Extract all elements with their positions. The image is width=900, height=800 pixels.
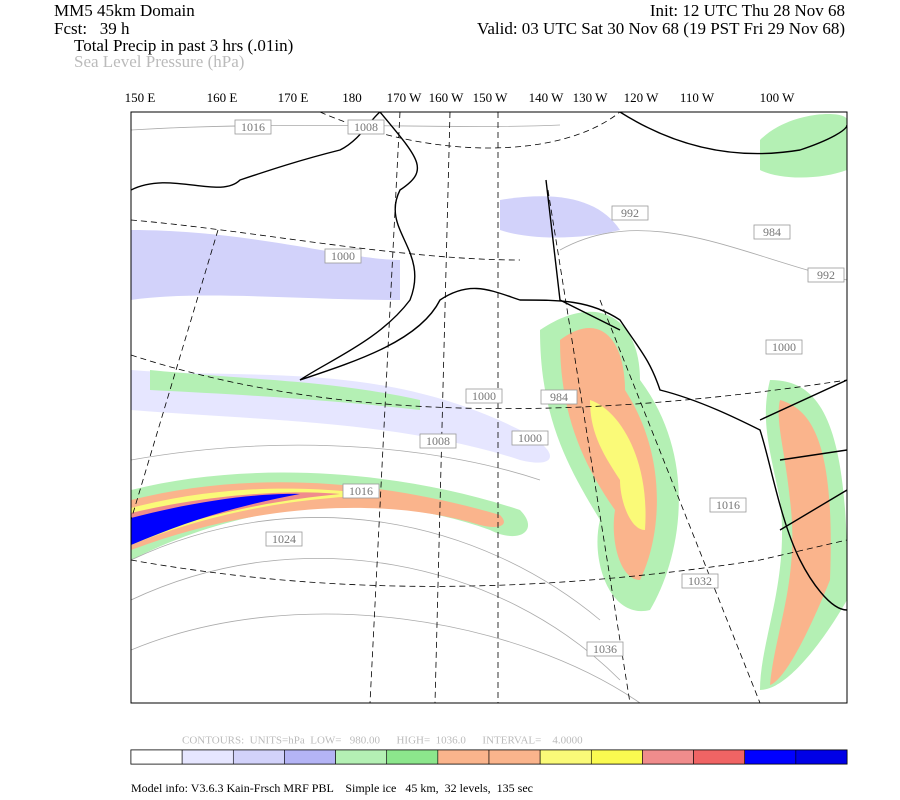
contour-label-box: [324, 248, 362, 264]
init-time: Init: 12 UTC Thu 28 Nov 68: [650, 1, 845, 20]
longitude-label: 170 W: [387, 90, 423, 105]
contour-label: 1016: [716, 498, 740, 512]
longitude-label: 110 W: [680, 90, 715, 105]
valid-time: Valid: 03 UTC Sat 30 Nov 68 (19 PST Fri …: [477, 19, 845, 38]
longitude-label: 160 E: [207, 90, 238, 105]
map-content: [131, 112, 847, 703]
colorbar-swatch: [539, 749, 592, 765]
contour-label-box: [753, 224, 791, 240]
contour-label-box: [681, 573, 719, 589]
colorbar-swatch: [693, 749, 746, 765]
map: [130, 111, 848, 704]
colorbar-swatch: [437, 749, 490, 765]
colorbar-swatch: [590, 749, 643, 765]
colorbar-swatch: [232, 749, 285, 765]
contour-label: 1032: [688, 574, 712, 588]
longitude-label: 140 W: [529, 90, 565, 105]
colorbar-swatch: [744, 749, 797, 765]
contour-label: 1000: [518, 431, 542, 445]
contour-label: 1016: [241, 120, 265, 134]
longitude-label: 180: [342, 90, 362, 105]
contour-label-box: [342, 483, 380, 499]
contour-label-box: [709, 497, 747, 513]
colorbar-swatch: [795, 749, 848, 765]
contour-label-box: [807, 267, 845, 283]
field-slp: Sea Level Pressure (hPa): [74, 52, 244, 71]
contour-label: 1000: [331, 249, 355, 263]
colorbar-swatch: [284, 749, 336, 765]
contour-label-box: [586, 641, 624, 657]
longitude-label: 170 E: [278, 90, 309, 105]
contour-label-box: [234, 119, 272, 135]
contour-label: 1008: [426, 434, 450, 448]
title: MM5 45km Domain: [54, 1, 195, 20]
contour-label: 1016: [349, 484, 373, 498]
field-precip: Total Precip in past 3 hrs (.01in): [74, 36, 293, 55]
contour-label-box: [611, 205, 649, 221]
contour-label: 984: [763, 225, 781, 239]
contour-label: 1036: [593, 642, 617, 656]
contour-label: 992: [621, 206, 639, 220]
contour-label: 1024: [272, 532, 296, 546]
contour-label: 1000: [472, 389, 496, 403]
colorbar-swatch: [488, 749, 541, 765]
contour-label-box: [465, 388, 503, 404]
contour-label: 984: [550, 390, 568, 404]
contour-label-box: [419, 433, 457, 449]
contour-label-box: [765, 339, 803, 355]
contour-label-box: [511, 430, 549, 446]
colorbar-swatch: [386, 749, 439, 765]
map-frame: [130, 111, 848, 704]
forecast: Fcst: 39 h: [54, 19, 130, 38]
contour-label: 1000: [772, 340, 796, 354]
longitude-label: 150 W: [473, 90, 509, 105]
longitude-label: 100 W: [760, 90, 796, 105]
contour-label-box: [265, 531, 303, 547]
longitude-label: 160 W: [429, 90, 465, 105]
colorbar-swatch: [335, 749, 388, 765]
colorbar-swatch: [642, 749, 694, 765]
contour-label-box: [347, 119, 385, 135]
contour-label: 1008: [354, 120, 378, 134]
contour-label: 992: [817, 268, 835, 282]
longitude-label: 120 W: [624, 90, 660, 105]
longitude-label: 150 E: [125, 90, 156, 105]
contour-info: CONTOURS: UNITS=hPa LOW= 980.00 HIGH= 10…: [182, 735, 583, 747]
colorbar-swatch: [130, 749, 183, 765]
model-info: Model info: V3.6.3 Kain-Frsch MRF PBL Si…: [131, 781, 533, 795]
longitude-label: 130 W: [573, 90, 609, 105]
colorbar-swatch: [181, 749, 234, 765]
contour-label-box: [540, 389, 578, 405]
